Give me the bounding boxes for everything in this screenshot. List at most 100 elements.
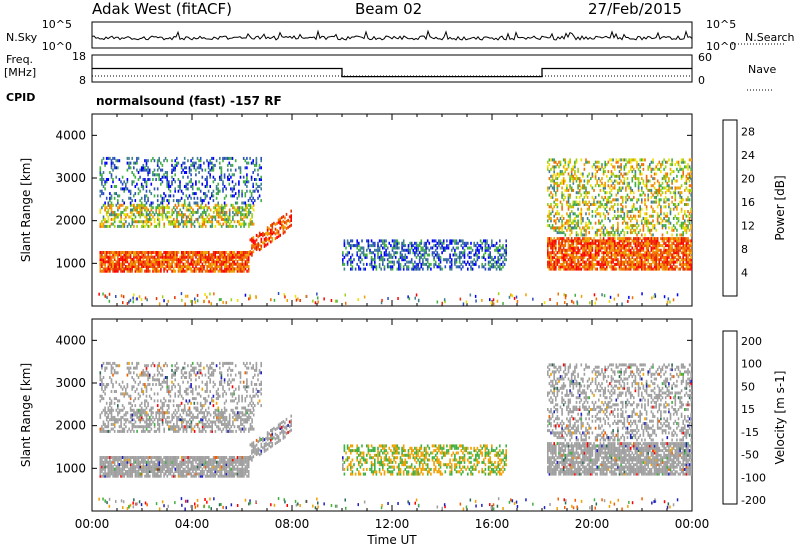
velocity-cell — [101, 465, 103, 469]
power-cell — [350, 260, 352, 264]
velocity-cell — [147, 422, 149, 426]
velocity-cell — [230, 373, 232, 377]
power-cell — [227, 178, 229, 181]
power-cell — [137, 206, 140, 210]
power-cell — [470, 260, 472, 264]
velocity-cell — [234, 397, 237, 401]
velocity-cell — [110, 470, 113, 473]
power-cell — [101, 269, 103, 273]
velocity-cell — [150, 413, 153, 417]
power-cell — [203, 208, 205, 212]
power-cell — [112, 213, 114, 217]
power-cell — [217, 215, 220, 219]
velocity-cell — [197, 413, 199, 417]
power-cell — [141, 206, 143, 210]
power-cell — [238, 258, 240, 261]
power-cell — [422, 258, 424, 262]
power-cell — [228, 178, 231, 181]
power-cell — [473, 262, 475, 266]
power-cell — [203, 217, 205, 221]
velocity-cell — [450, 446, 453, 450]
power-cell — [121, 265, 124, 268]
velocity-cell — [104, 456, 106, 459]
velocity-cell — [139, 425, 141, 429]
power-cell — [481, 262, 483, 266]
velocity-cell — [120, 418, 122, 422]
power-cell — [158, 213, 161, 217]
velocity-cell — [234, 373, 237, 377]
power-cell — [377, 241, 379, 245]
power-cell — [174, 253, 177, 257]
velocity-cell — [228, 427, 231, 431]
power-cell — [217, 187, 219, 191]
velocity-cell — [263, 447, 266, 451]
power-cell — [163, 269, 165, 273]
velocity-cell — [196, 392, 199, 396]
power-cell — [112, 168, 114, 172]
velocity-cell — [115, 418, 118, 422]
velocity-cell — [112, 456, 114, 459]
velocity-cell — [187, 420, 189, 424]
power-cell — [150, 201, 153, 205]
velocity-cell — [238, 385, 240, 389]
power-cell — [155, 173, 157, 177]
velocity-cell — [257, 440, 259, 444]
power-cell — [252, 245, 255, 249]
power-cell — [188, 168, 191, 172]
velocity-cell — [239, 472, 242, 476]
power-cell — [423, 255, 426, 259]
power-cell — [359, 260, 362, 264]
velocity-cell — [238, 470, 240, 473]
power-cell — [254, 189, 256, 193]
velocity-cell — [177, 415, 180, 419]
power-cell — [206, 215, 209, 219]
power-cell — [418, 260, 421, 264]
power-cell — [139, 199, 141, 203]
velocity-cell — [184, 456, 186, 459]
power-cell — [110, 185, 113, 188]
velocity-cell — [241, 413, 244, 417]
power-cell — [123, 189, 125, 193]
velocity-cell — [169, 394, 172, 398]
power-cell — [109, 206, 111, 210]
velocity-cell — [158, 408, 161, 412]
velocity-cell — [262, 439, 264, 443]
power-cell — [123, 222, 126, 226]
velocity-cell — [224, 460, 226, 464]
velocity-cell — [414, 446, 416, 450]
velocity-cell — [231, 467, 234, 471]
power-cell — [228, 156, 231, 160]
power-cell — [232, 210, 234, 214]
power-cell — [206, 251, 208, 254]
velocity-cell — [198, 465, 200, 469]
velocity-cell — [446, 463, 448, 467]
power-cell — [109, 224, 111, 228]
velocity-cell — [467, 451, 469, 455]
velocity-cell — [209, 364, 211, 368]
power-cell — [191, 187, 194, 191]
velocity-cell — [113, 422, 116, 426]
power-cell — [231, 258, 234, 261]
power-cell — [198, 215, 201, 219]
velocity-cell — [372, 470, 374, 474]
power-cell — [455, 258, 458, 262]
velocity-cell — [197, 415, 199, 419]
power-cell — [265, 243, 267, 247]
velocity-cell — [225, 425, 228, 429]
power-cell — [179, 269, 181, 273]
power-cell — [168, 201, 170, 205]
velocity-cell — [216, 467, 218, 471]
power-cell — [134, 265, 137, 268]
velocity-cell — [204, 401, 207, 405]
velocity-cell — [152, 463, 154, 466]
nsky-label: N.Sky — [6, 31, 38, 44]
velocity-cell — [231, 456, 234, 459]
velocity-cell — [225, 418, 228, 422]
power-cell — [446, 239, 448, 243]
velocity-cell — [163, 397, 165, 401]
power-cell — [156, 251, 159, 254]
power-cell — [374, 260, 376, 264]
power-cell — [231, 173, 234, 177]
velocity-cell — [120, 474, 122, 478]
power-cell — [433, 262, 435, 266]
